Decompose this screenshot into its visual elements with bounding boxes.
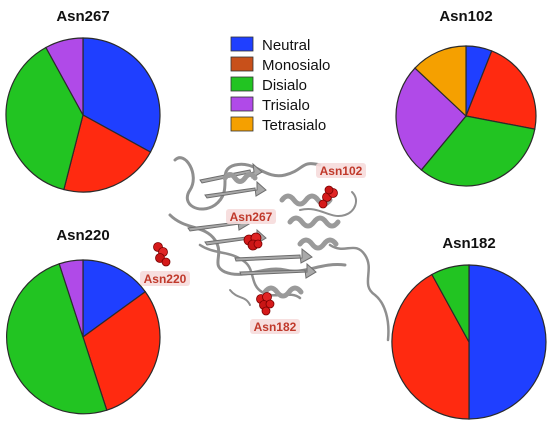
legend-label-monosialo: Monosialo	[262, 57, 330, 74]
legend-label-disialo: Disialo	[262, 77, 307, 94]
legend-swatch-disialo	[230, 76, 254, 92]
pie-title-asn182: Asn182	[442, 235, 495, 252]
legend-swatch-trisialo	[230, 96, 254, 112]
pie-title-asn267: Asn267	[56, 8, 109, 25]
legend: Neutral Monosialo Disialo Trisialo Tetra…	[230, 36, 330, 134]
site-label-asn182-text: Asn182	[254, 320, 297, 334]
pie-asn267	[5, 37, 161, 193]
pie-slice-asn182-monosialo	[391, 273, 470, 420]
site-marker-asn220	[153, 242, 171, 267]
pie-slice-asn267-monosialo	[63, 114, 152, 193]
legend-label-neutral: Neutral	[262, 37, 310, 54]
site-label-asn220-text: Asn220	[144, 272, 187, 286]
pie-slice-asn220-monosialo	[82, 290, 161, 411]
pie-title-asn102: Asn102	[439, 8, 492, 25]
legend-swatch-tetrasialo	[230, 116, 254, 132]
pie-slice-asn220-neutral	[82, 259, 147, 339]
site-marker-asn182	[256, 292, 275, 316]
pie-slice-asn182-disialo	[431, 264, 470, 343]
site-label-asn182: Asn182	[250, 319, 300, 334]
pie-slice-asn102-trisialo	[395, 67, 467, 171]
site-label-asn267-text: Asn267	[230, 210, 273, 224]
site-label-asn220: Asn220	[140, 271, 190, 286]
legend-label-tetrasialo: Tetrasialo	[262, 117, 326, 134]
pie-slice-asn182-neutral	[468, 264, 547, 420]
pie-slice-asn220-trisialo	[58, 259, 84, 338]
pie-slice-asn102-tetrasialo	[414, 45, 467, 118]
legend-swatch-monosialo	[230, 56, 254, 72]
legend-label-trisialo: Trisialo	[262, 97, 310, 114]
site-marker-asn102	[318, 185, 338, 209]
pie-asn182	[391, 264, 547, 420]
pie-slice-asn102-disialo	[420, 115, 536, 187]
protein-structure	[168, 156, 390, 342]
site-label-asn267: Asn267	[226, 209, 276, 224]
protein-ribbon	[168, 156, 390, 342]
pie-slice-asn267-disialo	[5, 46, 84, 191]
pie-asn220	[6, 259, 161, 415]
legend-item-tetrasialo: Tetrasialo	[230, 116, 326, 134]
pie-asn102	[395, 45, 537, 187]
legend-item-trisialo: Trisialo	[230, 96, 310, 114]
site-marker-asn267	[243, 232, 263, 251]
pie-title-asn220: Asn220	[56, 227, 109, 244]
site-label-asn102-text: Asn102	[320, 164, 363, 178]
legend-item-monosialo: Monosialo	[230, 56, 330, 74]
legend-item-neutral: Neutral	[230, 36, 310, 54]
pie-slice-asn102-monosialo	[465, 50, 537, 130]
legend-item-disialo: Disialo	[230, 76, 307, 94]
pie-slice-asn267-trisialo	[45, 37, 84, 116]
site-label-asn102: Asn102	[316, 163, 366, 178]
pie-slice-asn220-disialo	[6, 263, 108, 415]
pie-slice-asn267-neutral	[82, 37, 161, 153]
legend-swatch-neutral	[230, 36, 254, 52]
